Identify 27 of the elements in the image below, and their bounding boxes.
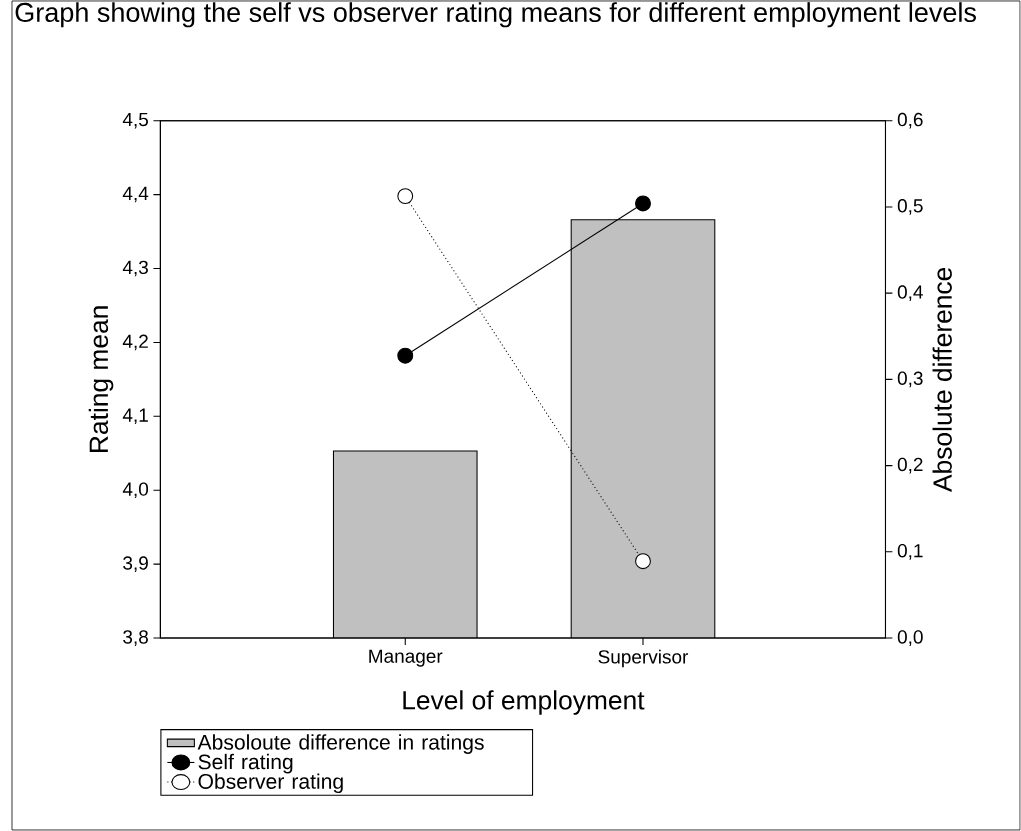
y-tick-label: 4,1	[122, 408, 148, 425]
legend-label: Self rating	[198, 753, 293, 774]
y2-axis-title: Absolute difference	[932, 267, 952, 493]
point	[635, 195, 651, 212]
y2-tick-label: 0,6	[897, 112, 923, 129]
legend-label: Absoloute difference in ratings	[197, 734, 484, 754]
point	[635, 553, 651, 570]
y-tick-label: 4,4	[122, 186, 149, 203]
y-tick-label: 3,8	[123, 630, 148, 646]
y2-tick-label: 0,5	[897, 199, 923, 215]
y-tick-label: 4,2	[122, 334, 148, 351]
x-tick-label: Manager	[369, 649, 443, 667]
y2-tick-label: 0,4	[897, 285, 923, 301]
y-tick-label: 4,5	[122, 112, 148, 129]
chart-title: Graph showing the self vs observer rating means for different employment levels	[15, 2, 976, 28]
point	[397, 347, 414, 364]
x-tick-label: Supervisor	[598, 649, 689, 668]
y-tick-label: 4,3	[122, 260, 148, 277]
y2-tick-label: 0,1	[897, 544, 923, 560]
y2-tick-label: 0,0	[897, 630, 923, 646]
y-axis-title: Rating mean	[88, 306, 114, 452]
x-axis-title: Level of employment	[403, 690, 645, 715]
y-tick-label: 4,0	[122, 482, 149, 499]
y2-tick-label: 0,3	[897, 371, 923, 388]
y-tick-label: 3,9	[123, 556, 148, 572]
y2-tick-label: 0,2	[897, 457, 923, 474]
legend-label: Observer rating	[198, 773, 343, 794]
